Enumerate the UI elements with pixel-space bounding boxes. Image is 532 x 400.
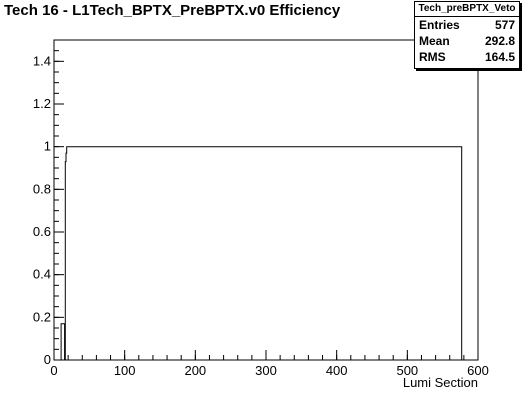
efficiency-series-line: [54, 146, 478, 361]
x-axis-label: Lumi Section: [403, 375, 478, 390]
stats-entries-value: 577: [494, 18, 515, 32]
x-tick-label: 600: [467, 363, 489, 378]
y-tick-label: 0: [44, 352, 51, 367]
x-tick-label: 300: [255, 363, 277, 378]
y-tick-label: 1: [44, 139, 51, 154]
y-tick-label: 0.8: [33, 181, 51, 196]
stats-rms-label: RMS: [419, 50, 446, 64]
stats-box: Tech_preBPTX_Veto Entries 577 Mean 292.8…: [414, 1, 520, 69]
x-tick-label: 0: [50, 363, 57, 378]
y-tick-label: 1.4: [33, 53, 51, 68]
y-tick-label: 0.2: [33, 309, 51, 324]
stats-row-entries: Entries 577: [415, 17, 519, 33]
stats-row-rms: RMS 164.5: [415, 49, 519, 65]
x-tick-label: 400: [326, 363, 348, 378]
stats-mean-label: Mean: [419, 34, 450, 48]
y-tick-label: 1.2: [33, 96, 51, 111]
x-tick-label: 100: [114, 363, 136, 378]
stats-mean-value: 292.8: [484, 34, 515, 48]
x-tick-label: 500: [396, 363, 418, 378]
y-tick-label: 0.6: [33, 224, 51, 239]
stats-row-mean: Mean 292.8: [415, 33, 519, 49]
stats-entries-label: Entries: [419, 18, 460, 32]
y-tick-label: 0.4: [33, 267, 51, 282]
plot-frame: [53, 39, 479, 361]
stats-histogram-name: Tech_preBPTX_Veto: [415, 2, 519, 17]
x-tick-label: 200: [184, 363, 206, 378]
chart-title: Tech 16 - L1Tech_BPTX_PreBPTX.v0 Efficie…: [4, 2, 341, 19]
stats-rms-value: 164.5: [484, 50, 515, 64]
